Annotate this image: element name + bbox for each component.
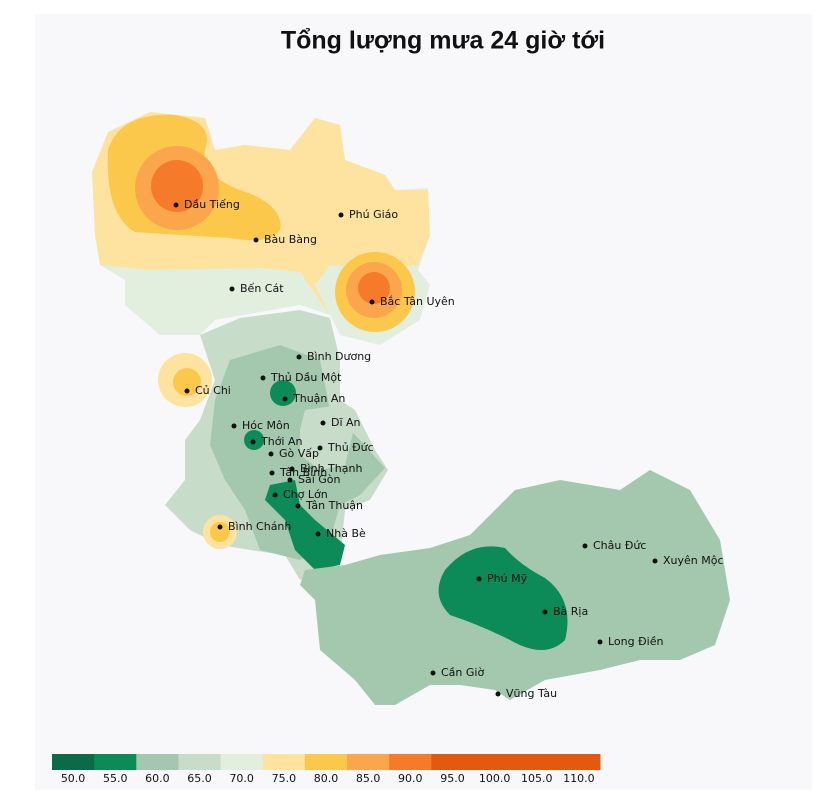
legend-swatch <box>473 754 517 770</box>
place-label: Bàu Bàng <box>264 233 317 246</box>
rain-zone <box>151 160 203 212</box>
place-dot <box>338 212 344 218</box>
place-label: Thuận An <box>292 392 345 405</box>
legend-swatch <box>178 754 222 770</box>
legend-swatch <box>389 754 432 770</box>
place-dot <box>652 558 658 564</box>
place-dot <box>542 609 548 615</box>
place-label: Xuyên Mộc <box>663 554 724 567</box>
place-dot <box>369 299 375 305</box>
place-label: Chợ Lớn <box>283 488 328 501</box>
place-label: Long Điền <box>608 635 663 648</box>
legend-label: 60.0 <box>145 772 170 785</box>
place-label: Cần Giờ <box>441 666 484 679</box>
place-dot <box>173 202 179 208</box>
place-label: Bà Rịa <box>553 605 588 618</box>
legend-label: 85.0 <box>356 772 381 785</box>
legend-label: 80.0 <box>314 772 339 785</box>
place-label: Thới An <box>260 435 302 448</box>
place-dot <box>315 531 321 537</box>
place-dot <box>268 451 274 457</box>
legend-swatch <box>262 754 306 770</box>
legend-label: 65.0 <box>187 772 212 785</box>
place-label: Dĩ An <box>331 416 361 429</box>
legend-swatch <box>94 754 137 770</box>
rain-zone <box>438 546 568 650</box>
place-label: Bắc Tân Uyên <box>380 295 455 308</box>
place-label: Bình Dương <box>307 350 371 363</box>
rain-zone <box>210 345 385 560</box>
legend-label: 90.0 <box>398 772 423 785</box>
place-label: Hóc Môn <box>242 419 290 432</box>
place-label: Tân Bình <box>279 466 327 479</box>
legend-swatch <box>136 754 179 770</box>
rain-zone <box>265 480 345 570</box>
place-dot <box>217 524 223 530</box>
place-label: Dầu Tiếng <box>184 198 240 211</box>
legend-swatch <box>347 754 390 770</box>
rain-zone <box>300 405 355 470</box>
place-dot <box>430 670 436 676</box>
legend-swatch <box>304 754 348 770</box>
place-label: Vũng Tàu <box>506 687 557 700</box>
place-label: Phú Giáo <box>349 208 398 221</box>
legend-swatch <box>557 754 601 770</box>
place-dot <box>295 503 301 509</box>
place-label: Bình Thạnh <box>300 462 362 475</box>
place-dot <box>269 470 275 476</box>
place-label: Thủ Dầu Một <box>270 371 342 384</box>
place-dot <box>231 423 237 429</box>
place-label: Bình Chánh <box>228 520 291 533</box>
legend-swatch <box>431 754 475 770</box>
place-dot <box>582 543 588 549</box>
place-dot <box>287 477 293 483</box>
place-dot <box>260 375 266 381</box>
rain-zone <box>173 368 201 396</box>
place-label: Phú Mỹ <box>487 572 528 585</box>
legend-label: 105.0 <box>521 772 553 785</box>
legend-swatch <box>515 754 559 770</box>
place-label: Thủ Đức <box>327 441 374 454</box>
place-dot <box>320 420 326 426</box>
place-label: Gò Vấp <box>279 447 319 460</box>
place-dot <box>317 445 323 451</box>
legend-label: 50.0 <box>61 772 86 785</box>
place-dot <box>229 286 235 292</box>
place-dot <box>296 354 302 360</box>
legend-label: 95.0 <box>440 772 465 785</box>
place-dot <box>272 492 278 498</box>
place-dot <box>250 439 256 445</box>
rain-zone <box>270 380 296 406</box>
place-label: Nhà Bè <box>326 527 366 540</box>
rain-zone <box>210 522 230 542</box>
legend-label: 55.0 <box>103 772 128 785</box>
legend-label: 75.0 <box>272 772 297 785</box>
place-dot <box>495 691 501 697</box>
legend-swatch <box>52 754 95 770</box>
place-dot <box>597 639 603 645</box>
legend-label: 110.0 <box>563 772 595 785</box>
place-label: Củ Chi <box>195 384 231 397</box>
place-label: Tân Thuận <box>305 499 363 512</box>
place-dot <box>282 396 288 402</box>
place-dot <box>184 388 190 394</box>
place-dot <box>289 466 295 472</box>
place-label: Sài Gòn <box>298 473 341 486</box>
legend-label: 100.0 <box>479 772 511 785</box>
place-dot <box>476 576 482 582</box>
rain-zone <box>358 272 390 304</box>
place-label: Bến Cát <box>240 282 284 295</box>
map-title: Tổng lượng mưa 24 giờ tới <box>281 27 605 55</box>
legend-label: 70.0 <box>229 772 254 785</box>
place-label: Châu Đức <box>593 539 646 552</box>
legend-swatch <box>220 754 264 770</box>
place-dot <box>253 237 259 243</box>
